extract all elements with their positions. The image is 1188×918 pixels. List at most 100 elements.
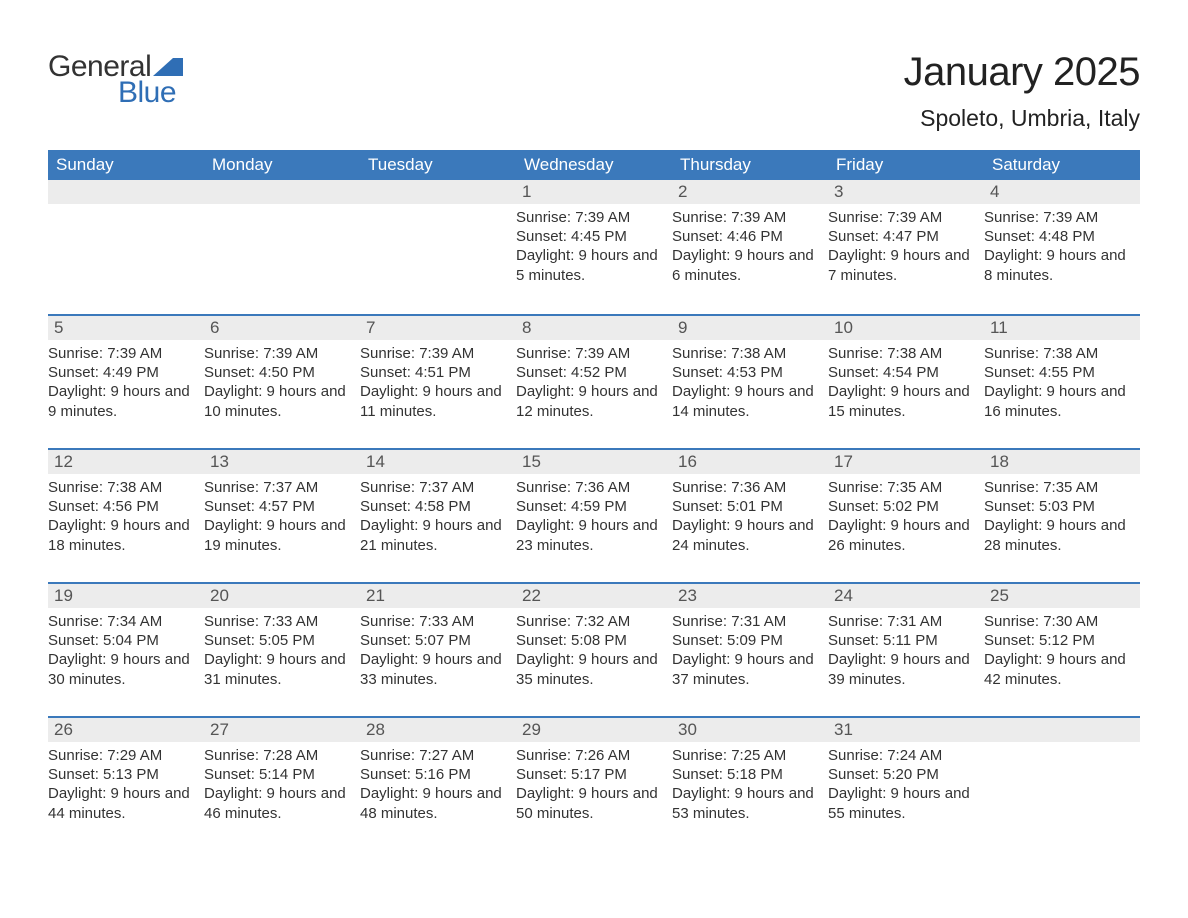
- sunset-line: Sunset: 5:07 PM: [360, 631, 514, 650]
- sunset-line: Sunset: 5:08 PM: [516, 631, 670, 650]
- sunset-line: Sunset: 5:04 PM: [48, 631, 202, 650]
- sunrise-line: Sunrise: 7:29 AM: [48, 746, 202, 765]
- daylight-line: Daylight: 9 hours and 21 minutes.: [360, 516, 514, 554]
- day-number: 5: [48, 316, 204, 340]
- sunset-line: Sunset: 4:59 PM: [516, 497, 670, 516]
- sunrise-line: Sunrise: 7:31 AM: [672, 612, 826, 631]
- day-number: 12: [48, 450, 204, 474]
- sunrise-line: Sunrise: 7:39 AM: [204, 344, 358, 363]
- day-details: Sunrise: 7:39 AMSunset: 4:46 PMDaylight:…: [672, 204, 828, 289]
- sunrise-line: Sunrise: 7:35 AM: [984, 478, 1138, 497]
- calendar-day: 9Sunrise: 7:38 AMSunset: 4:53 PMDaylight…: [672, 314, 828, 448]
- calendar-day: 20Sunrise: 7:33 AMSunset: 5:05 PMDayligh…: [204, 582, 360, 716]
- day-number: 26: [48, 718, 204, 742]
- sunset-line: Sunset: 5:09 PM: [672, 631, 826, 650]
- logo-text-blue: Blue: [118, 76, 183, 110]
- calendar-day: 6 Sunrise: 7:39 AMSunset: 4:50 PMDaylight…: [204, 314, 360, 448]
- day-details: Sunrise: 7:32 AMSunset: 5:08 PMDaylight:…: [516, 608, 672, 693]
- day-number: 15: [516, 450, 672, 474]
- day-number: 30: [672, 718, 828, 742]
- sunrise-line: Sunrise: 7:39 AM: [48, 344, 202, 363]
- calendar-day: 24Sunrise: 7:31 AMSunset: 5:11 PMDayligh…: [828, 582, 984, 716]
- header: General Blue January 2025 Spoleto, Umbri…: [48, 50, 1140, 132]
- daylight-line: Daylight: 9 hours and 46 minutes.: [204, 784, 358, 822]
- sunset-line: Sunset: 5:14 PM: [204, 765, 358, 784]
- sunrise-line: Sunrise: 7:34 AM: [48, 612, 202, 631]
- title-block: January 2025 Spoleto, Umbria, Italy: [904, 50, 1140, 132]
- day-details: Sunrise: 7:37 AMSunset: 4:57 PMDaylight:…: [204, 474, 360, 559]
- calendar-week: 5Sunrise: 7:39 AMSunset: 4:49 PMDaylight…: [48, 314, 1140, 448]
- sunrise-line: Sunrise: 7:38 AM: [672, 344, 826, 363]
- sunset-line: Sunset: 5:05 PM: [204, 631, 358, 650]
- weekday-header: Friday: [828, 150, 984, 180]
- calendar-week: 1Sunrise: 7:39 AMSunset: 4:45 PMDaylight…: [48, 180, 1140, 314]
- sunset-line: Sunset: 5:18 PM: [672, 765, 826, 784]
- daylight-line: Daylight: 9 hours and 10 minutes.: [204, 382, 358, 420]
- daylight-line: Daylight: 9 hours and 31 minutes.: [204, 650, 358, 688]
- calendar-day: 25Sunrise: 7:30 AMSunset: 5:12 PMDayligh…: [984, 582, 1140, 716]
- day-details: Sunrise: 7:27 AMSunset: 5:16 PMDaylight:…: [360, 742, 516, 827]
- sunset-line: Sunset: 4:56 PM: [48, 497, 202, 516]
- day-details: Sunrise: 7:31 AMSunset: 5:11 PMDaylight:…: [828, 608, 984, 693]
- sunset-line: Sunset: 4:50 PM: [204, 363, 358, 382]
- day-number: 13: [204, 450, 360, 474]
- sunset-line: Sunset: 5:16 PM: [360, 765, 514, 784]
- calendar-day: 16Sunrise: 7:36 AMSunset: 5:01 PMDayligh…: [672, 448, 828, 582]
- calendar-day: 4Sunrise: 7:39 AMSunset: 4:48 PMDaylight…: [984, 180, 1140, 314]
- day-number: 1: [516, 180, 672, 204]
- weekday-header: Thursday: [672, 150, 828, 180]
- sunset-line: Sunset: 4:54 PM: [828, 363, 982, 382]
- day-number: 23: [672, 584, 828, 608]
- daylight-line: Daylight: 9 hours and 55 minutes.: [828, 784, 982, 822]
- day-details: Sunrise: 7:36 AMSunset: 4:59 PMDaylight:…: [516, 474, 672, 559]
- sunrise-line: Sunrise: 7:24 AM: [828, 746, 982, 765]
- day-details: Sunrise: 7:35 AMSunset: 5:03 PMDaylight:…: [984, 474, 1140, 559]
- day-details: Sunrise: 7:33 AMSunset: 5:07 PMDaylight:…: [360, 608, 516, 693]
- daylight-line: Daylight: 9 hours and 15 minutes.: [828, 382, 982, 420]
- sunset-line: Sunset: 4:49 PM: [48, 363, 202, 382]
- calendar-day-empty: [48, 180, 204, 314]
- day-details: Sunrise: 7:30 AMSunset: 5:12 PMDaylight:…: [984, 608, 1140, 693]
- sunrise-line: Sunrise: 7:39 AM: [828, 208, 982, 227]
- sunrise-line: Sunrise: 7:27 AM: [360, 746, 514, 765]
- day-number: 6: [204, 316, 360, 340]
- day-details: Sunrise: 7:35 AMSunset: 5:02 PMDaylight:…: [828, 474, 984, 559]
- daylight-line: Daylight: 9 hours and 7 minutes.: [828, 246, 982, 284]
- daylight-line: Daylight: 9 hours and 24 minutes.: [672, 516, 826, 554]
- sunrise-line: Sunrise: 7:33 AM: [360, 612, 514, 631]
- sunset-line: Sunset: 4:58 PM: [360, 497, 514, 516]
- sunset-line: Sunset: 5:02 PM: [828, 497, 982, 516]
- day-details: Sunrise: 7:38 AMSunset: 4:55 PMDaylight:…: [984, 340, 1140, 425]
- daylight-line: Daylight: 9 hours and 26 minutes.: [828, 516, 982, 554]
- calendar-day: 27Sunrise: 7:28 AMSunset: 5:14 PMDayligh…: [204, 716, 360, 850]
- sunset-line: Sunset: 4:46 PM: [672, 227, 826, 246]
- day-number: 10: [828, 316, 984, 340]
- daylight-line: Daylight: 9 hours and 8 minutes.: [984, 246, 1138, 284]
- weekday-header: Tuesday: [360, 150, 516, 180]
- page-subtitle: Spoleto, Umbria, Italy: [904, 105, 1140, 132]
- calendar-table: SundayMondayTuesdayWednesdayThursdayFrid…: [48, 150, 1140, 850]
- sunset-line: Sunset: 4:51 PM: [360, 363, 514, 382]
- day-number: 17: [828, 450, 984, 474]
- day-details: Sunrise: 7:38 AMSunset: 4:53 PMDaylight:…: [672, 340, 828, 425]
- sunrise-line: Sunrise: 7:28 AM: [204, 746, 358, 765]
- sunrise-line: Sunrise: 7:31 AM: [828, 612, 982, 631]
- day-number: 8: [516, 316, 672, 340]
- sunrise-line: Sunrise: 7:30 AM: [984, 612, 1138, 631]
- weekday-header: Monday: [204, 150, 360, 180]
- calendar-day: 13Sunrise: 7:37 AMSunset: 4:57 PMDayligh…: [204, 448, 360, 582]
- sunset-line: Sunset: 5:01 PM: [672, 497, 826, 516]
- day-details: Sunrise: 7:31 AMSunset: 5:09 PMDaylight:…: [672, 608, 828, 693]
- day-number: 24: [828, 584, 984, 608]
- sunset-line: Sunset: 5:03 PM: [984, 497, 1138, 516]
- calendar-day: 29Sunrise: 7:26 AMSunset: 5:17 PMDayligh…: [516, 716, 672, 850]
- sunrise-line: Sunrise: 7:39 AM: [516, 208, 670, 227]
- day-details: Sunrise: 7:39 AMSunset: 4:49 PMDaylight:…: [48, 340, 204, 425]
- daylight-line: Daylight: 9 hours and 53 minutes.: [672, 784, 826, 822]
- sunrise-line: Sunrise: 7:39 AM: [360, 344, 514, 363]
- calendar-week: 26Sunrise: 7:29 AMSunset: 5:13 PMDayligh…: [48, 716, 1140, 850]
- daylight-line: Daylight: 9 hours and 9 minutes.: [48, 382, 202, 420]
- day-details: Sunrise: 7:39 AMSunset: 4:48 PMDaylight:…: [984, 204, 1140, 289]
- day-number: 16: [672, 450, 828, 474]
- day-number: 19: [48, 584, 204, 608]
